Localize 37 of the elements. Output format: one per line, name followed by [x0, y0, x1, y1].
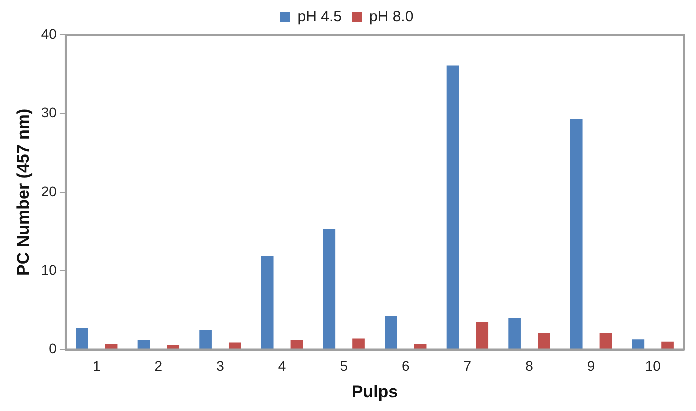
- bar: [167, 345, 180, 350]
- bar: [228, 342, 242, 350]
- bar: [476, 322, 489, 350]
- bar: [261, 256, 274, 350]
- x-tick-label: 2: [154, 358, 163, 374]
- x-tick-label: 1: [92, 358, 101, 374]
- bar: [323, 229, 336, 350]
- legend-label: pH 4.5: [298, 8, 342, 26]
- bar: [352, 338, 365, 350]
- y-axis-title: PC Number (457 nm): [14, 108, 33, 276]
- x-tick-label: 6: [402, 358, 410, 374]
- bar: [446, 66, 460, 350]
- y-tick-label: 10: [41, 262, 58, 278]
- bar: [508, 318, 521, 350]
- bar: [570, 119, 583, 350]
- x-tick-label: 8: [526, 358, 534, 374]
- x-axis-title: Pulps: [352, 382, 398, 402]
- bar: [662, 342, 674, 350]
- bar: [385, 316, 398, 350]
- bar: [200, 330, 212, 350]
- y-tick-label: 0: [49, 340, 58, 357]
- x-tick-label: 7: [464, 358, 472, 374]
- bar: [600, 333, 612, 350]
- y-tick-label: 30: [41, 104, 58, 121]
- bar: [290, 340, 304, 350]
- x-tick-label: 4: [278, 358, 286, 374]
- x-tick-label: 5: [340, 358, 348, 374]
- x-tick-label: 3: [216, 358, 225, 374]
- x-tick-label: 9: [587, 358, 596, 374]
- bar: [138, 340, 150, 350]
- bar: [76, 328, 88, 350]
- legend-label: pH 8.0: [370, 8, 414, 26]
- bar: [632, 340, 645, 350]
- y-tick-label: 40: [41, 26, 58, 42]
- x-tick-label: 10: [645, 358, 662, 374]
- y-tick-label: 20: [41, 183, 58, 200]
- bar: [538, 333, 550, 350]
